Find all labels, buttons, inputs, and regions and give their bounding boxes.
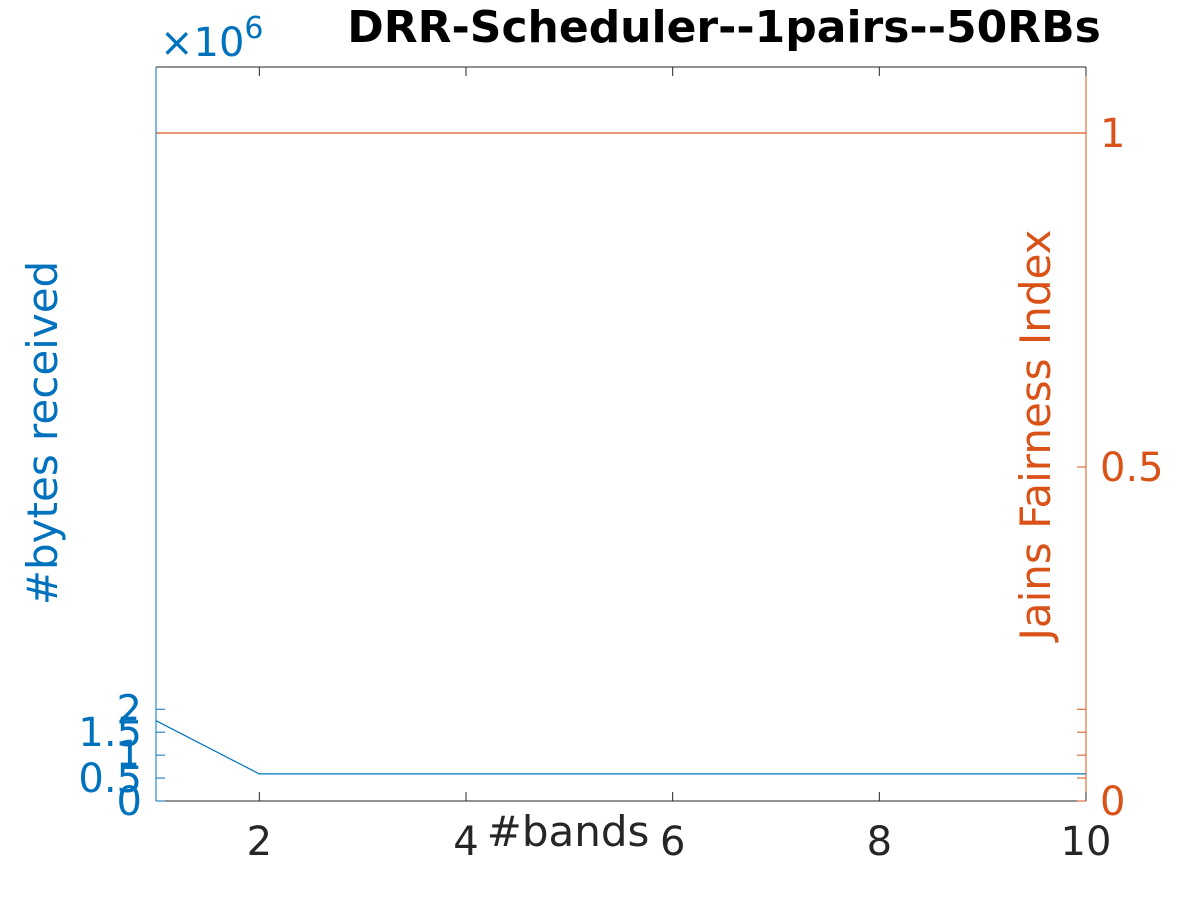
left-y-tick-label: 1: [117, 733, 142, 779]
right-y-tick-label: 0.5: [1100, 445, 1164, 491]
x-tick-label: 2: [247, 819, 272, 865]
plot-background: [156, 67, 1086, 801]
left-y-tick-label: 0: [117, 779, 142, 825]
right-y-tick-label: 0: [1100, 779, 1125, 825]
exponent-power: 6: [244, 11, 263, 46]
exponent-base: ×10: [160, 20, 244, 66]
right-y-tick-label: 1: [1100, 111, 1125, 157]
left-y-axis-label: #bytes received: [18, 261, 67, 605]
left-y-tick-label: 2: [117, 687, 142, 733]
x-tick-label: 10: [1061, 819, 1112, 865]
chart-title: DRR-Scheduler--1pairs--50RBs: [347, 2, 1101, 53]
right-y-axis-label: Jains Fairness Index: [1011, 229, 1060, 643]
series-lines: [155, 132, 1086, 775]
left-y-tick-label: 1.5: [78, 710, 142, 756]
x-tick-label: 4: [453, 819, 478, 865]
x-axis-label: #bands: [487, 807, 650, 856]
plot-area: [156, 67, 1086, 801]
x-tick-label: 8: [867, 819, 892, 865]
left-axis-exponent: ×106: [160, 11, 264, 66]
series-line-left: [155, 720, 1086, 775]
left-y-tick-label: 0.5: [78, 756, 142, 802]
x-tick-label: 6: [660, 819, 685, 865]
